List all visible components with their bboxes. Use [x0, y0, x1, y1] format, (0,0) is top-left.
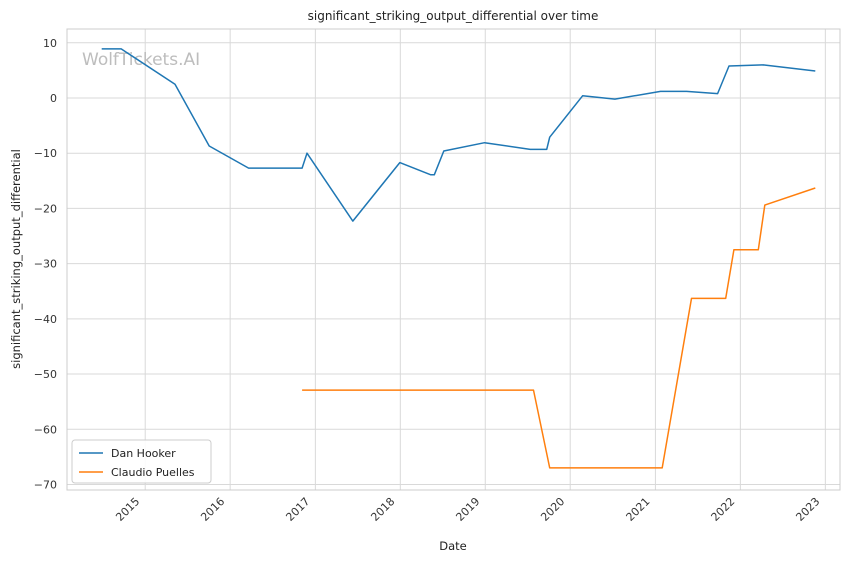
y-tick-label: −10 — [34, 147, 57, 160]
y-tick-label: −40 — [34, 313, 57, 326]
legend: Dan Hooker Claudio Puelles — [71, 439, 212, 484]
x-tick-label: 2016 — [198, 495, 227, 524]
x-tick-label: 2015 — [113, 495, 142, 524]
y-axis-title: significant_striking_output_differential — [9, 149, 23, 369]
y-tick-label: 10 — [43, 37, 57, 50]
y-tick-label: −60 — [34, 423, 57, 436]
series-line-dan-hooker — [101, 48, 816, 222]
grid — [67, 29, 840, 490]
legend-label-claudio-puelles: Claudio Puelles — [111, 466, 195, 479]
y-tick-label: −70 — [34, 478, 57, 491]
y-tick-label: 0 — [50, 92, 57, 105]
y-axis-ticks: 10 0 −10 −20 −30 −40 −50 −60 −70 — [34, 37, 57, 492]
x-tick-label: 2023 — [793, 495, 822, 524]
x-tick-label: 2018 — [368, 495, 397, 524]
x-tick-label: 2017 — [283, 495, 312, 524]
y-tick-label: −50 — [34, 368, 57, 381]
x-axis-ticks: 2015 2016 2017 2018 2019 2020 2021 2022 2023 — [113, 495, 822, 524]
series-lines — [101, 48, 816, 469]
plot-area-frame — [66, 28, 841, 491]
legend-label-dan-hooker: Dan Hooker — [111, 447, 176, 460]
y-tick-label: −20 — [34, 202, 57, 215]
x-tick-label: 2020 — [538, 495, 567, 524]
legend-box — [71, 439, 212, 484]
watermark: WolfTickets.AI — [82, 50, 200, 70]
x-tick-label: 2021 — [624, 495, 653, 524]
x-tick-label: 2022 — [709, 495, 738, 524]
x-tick-label: 2019 — [453, 495, 482, 524]
series-line-claudio-puelles — [302, 187, 816, 469]
y-tick-label: −30 — [34, 258, 57, 271]
chart-title: significant_striking_output_differential… — [308, 9, 599, 23]
x-axis-title: Date — [439, 539, 467, 553]
